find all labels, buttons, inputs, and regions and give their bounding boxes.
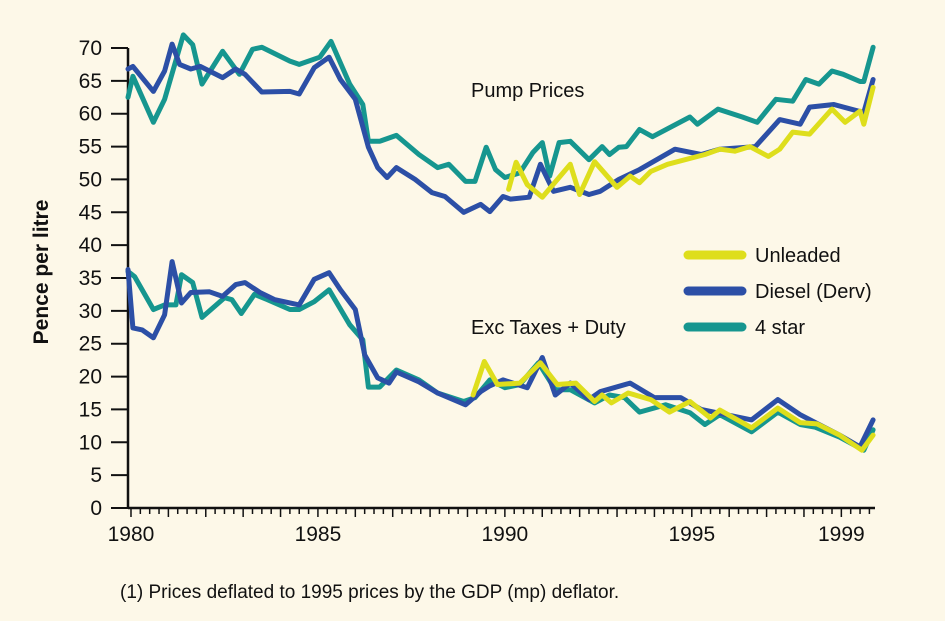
y-tick-label: 65 — [79, 70, 102, 93]
legend-label-4-star: 4 star — [755, 317, 805, 339]
y-axis-label: Pence per litre — [30, 200, 53, 345]
x-tick-label: 1999 — [818, 523, 865, 546]
annotation-pump-prices: Pump Prices — [471, 80, 584, 102]
series-line-exc-unleaded — [470, 359, 876, 453]
y-tick-label: 60 — [79, 103, 102, 126]
series-line-pump-unleaded — [506, 84, 876, 200]
y-tick-label: 10 — [79, 431, 102, 454]
y-tick-label: 35 — [79, 267, 102, 290]
legend-label-unleaded: Unleaded — [755, 245, 841, 267]
series-line-pump-4-star — [125, 32, 876, 184]
y-tick-label: 45 — [79, 201, 102, 224]
y-tick-label: 30 — [79, 300, 102, 323]
x-tick-label: 1985 — [295, 523, 342, 546]
x-tick-label: 1990 — [482, 523, 529, 546]
annotation-exc-taxes: Exc Taxes + Duty — [471, 317, 626, 339]
axes: 0 5 10 15 20 25 30 35 40 45 50 55 60 65 70 1980 1985 1990… — [79, 37, 875, 546]
y-tick-label: 40 — [79, 234, 102, 257]
series-line-pump-diesel-derv — [125, 41, 876, 215]
y-tick-label: 50 — [79, 168, 102, 191]
y-tick-label: 70 — [79, 37, 102, 60]
y-tick-label: 25 — [79, 333, 102, 356]
series-line-exc-diesel-derv — [125, 259, 876, 450]
y-tick-label: 5 — [90, 464, 102, 487]
legend-label-diesel-derv: Diesel (Derv) — [755, 281, 872, 303]
x-tick-label: 1980 — [108, 523, 155, 546]
x-tick-label: 1995 — [668, 523, 715, 546]
footnote: (1) Prices deflated to 1995 prices by th… — [120, 582, 619, 603]
legend: Unleaded Diesel (Derv) 4 star — [683, 245, 872, 339]
series-lines — [125, 32, 876, 453]
y-tick-label: 0 — [90, 497, 102, 520]
y-tick-label: 20 — [79, 366, 102, 389]
y-tick-label: 55 — [79, 136, 102, 159]
y-tick-label: 15 — [79, 398, 102, 421]
